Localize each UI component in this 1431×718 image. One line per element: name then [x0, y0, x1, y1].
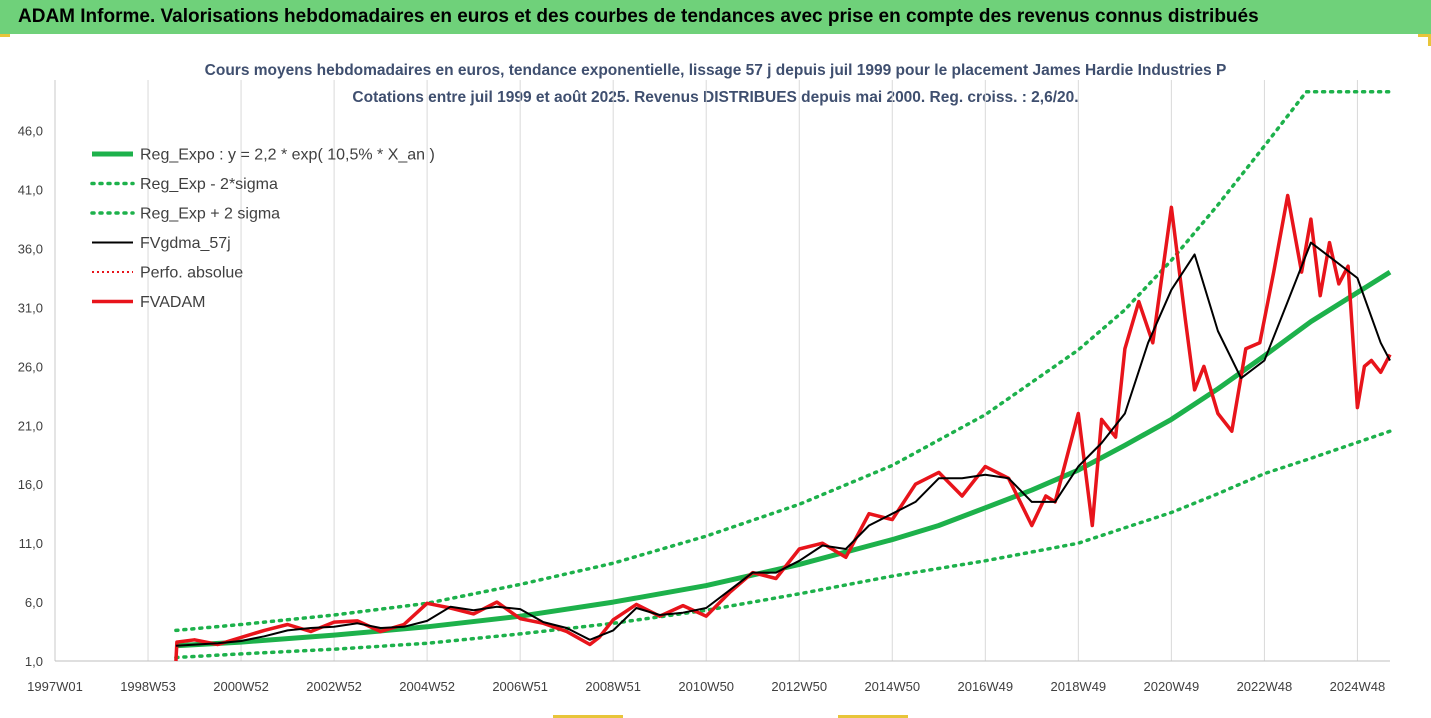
legend-label: Reg_Exp + 2 sigma — [140, 206, 280, 223]
legend: Reg_Expo : y = 2,2 * exp( 10,5% * X_an )… — [90, 147, 435, 311]
legend-label: Reg_Expo : y = 2,2 * exp( 10,5% * X_an ) — [140, 147, 435, 164]
x-tick-label: 2012W50 — [771, 679, 827, 694]
y-tick-label: 1,0 — [25, 654, 43, 669]
x-tick-label: 2022W48 — [1237, 679, 1293, 694]
x-tick-label: 1998W53 — [120, 679, 176, 694]
corner-mark-left — [0, 34, 10, 37]
fvgdma-line — [175, 241, 1391, 647]
y-tick-label: 36,0 — [18, 242, 43, 257]
x-tick-label: 2008W51 — [585, 679, 641, 694]
y-tick-label: 31,0 — [18, 300, 43, 315]
x-tick-label: 2006W51 — [492, 679, 548, 694]
corner-mark-bottom-right — [838, 715, 908, 718]
report-banner: ADAM Informe. Valorisations hebdomadaire… — [0, 0, 1431, 34]
y-axis: 1,0 6,0 11,0 16,0 21,0 26,0 31,0 36,0 41,0 46,0 — [18, 124, 43, 669]
y-tick-label: 41,0 — [18, 183, 43, 198]
series-lines — [174, 90, 1392, 662]
reg-expo-line — [175, 269, 1392, 649]
x-tick-label: 2004W52 — [399, 679, 455, 694]
legend-label: FVADAM — [140, 294, 205, 311]
grid — [54, 80, 1390, 662]
corner-mark-right-v — [1428, 34, 1431, 46]
reg-exp-minus-line — [174, 429, 1392, 660]
legend-label: Reg_Exp - 2*sigma — [140, 176, 278, 193]
y-tick-label: 21,0 — [18, 418, 43, 433]
x-tick-label: 2002W52 — [306, 679, 362, 694]
y-tick-label: 26,0 — [18, 359, 43, 374]
x-tick-label: 2010W50 — [678, 679, 734, 694]
x-tick-label: 2020W49 — [1144, 679, 1200, 694]
x-tick-label: 2024W48 — [1330, 679, 1386, 694]
chart-subtitle: Cotations entre juil 1999 et août 2025. … — [352, 89, 1079, 106]
corner-mark-bottom-left — [553, 715, 623, 718]
x-tick-label: 2016W49 — [957, 679, 1013, 694]
y-tick-label: 16,0 — [18, 477, 43, 492]
x-tick-label: 2000W52 — [213, 679, 269, 694]
y-tick-label: 46,0 — [18, 124, 43, 139]
x-tick-label: 2014W50 — [864, 679, 920, 694]
chart-title: Cours moyens hebdomadaires en euros, ten… — [204, 62, 1227, 79]
x-tick-label: 1997W01 — [27, 679, 83, 694]
x-tick-label: 2018W49 — [1051, 679, 1107, 694]
legend-label: Perfo. absolue — [140, 265, 243, 282]
legend-label: FVgdma_57j — [140, 235, 231, 252]
corner-mark-right — [1418, 34, 1431, 37]
fvadam-line — [174, 193, 1392, 662]
reg-exp-plus-line — [174, 90, 1392, 633]
x-axis: 1997W01 1998W53 2000W52 2002W52 2004W52 2006W… — [27, 679, 1385, 694]
y-tick-label: 6,0 — [25, 595, 43, 610]
y-tick-label: 11,0 — [19, 536, 43, 551]
